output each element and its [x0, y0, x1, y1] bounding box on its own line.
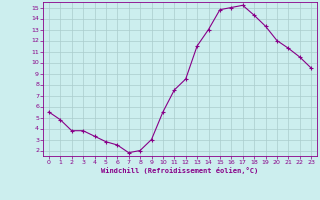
X-axis label: Windchill (Refroidissement éolien,°C): Windchill (Refroidissement éolien,°C): [101, 167, 259, 174]
